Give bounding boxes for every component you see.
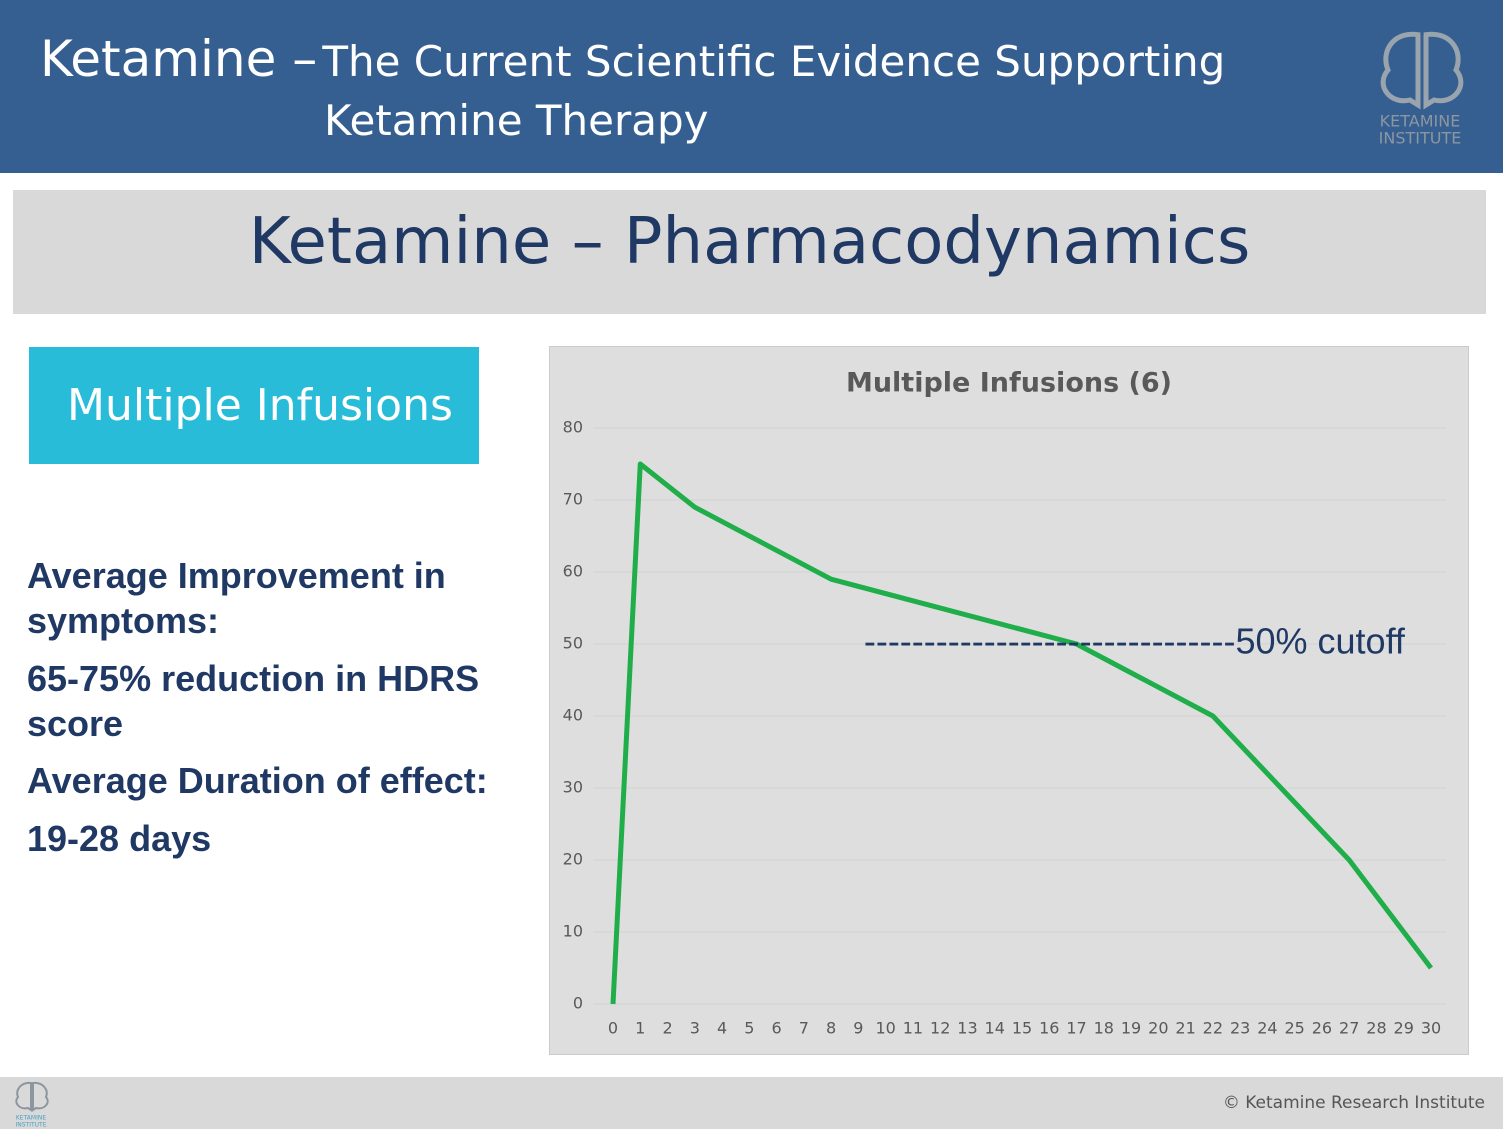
x-tick-label: 6 xyxy=(772,1019,782,1038)
x-tick-label: 19 xyxy=(1121,1019,1141,1038)
y-tick-label: 10 xyxy=(563,922,583,941)
header xyxy=(0,0,1503,173)
y-tick-label: 50 xyxy=(563,634,583,653)
x-tick-label: 22 xyxy=(1203,1019,1223,1038)
x-tick-label: 1 xyxy=(635,1019,645,1038)
title-line2: Ketamine Therapy xyxy=(324,96,709,145)
footer xyxy=(0,1077,1503,1129)
bullet: Average Improvement in symptoms: xyxy=(27,555,446,641)
bullet: 65-75% reduction in HDRS score xyxy=(27,658,480,744)
chart: Multiple Infusions (6) 01020304050607080… xyxy=(549,346,1469,1055)
title-rest: The Current Scientific Evidence Supporti… xyxy=(322,37,1226,86)
x-tick-label: 16 xyxy=(1039,1019,1059,1038)
x-tick-label: 10 xyxy=(875,1019,895,1038)
x-tick-label: 24 xyxy=(1257,1019,1277,1038)
x-tick-label: 8 xyxy=(826,1019,836,1038)
section-title: Ketamine – Pharmacodynamics xyxy=(248,205,1251,279)
section-band xyxy=(13,190,1486,314)
logo-icon xyxy=(1380,31,1464,110)
logo-text: KETAMINE xyxy=(16,1115,46,1122)
x-tick-label: 15 xyxy=(1012,1019,1032,1038)
x-tick-label: 2 xyxy=(662,1019,672,1038)
x-tick-label: 11 xyxy=(903,1019,923,1038)
x-tick-label: 13 xyxy=(957,1019,977,1038)
x-tick-label: 26 xyxy=(1312,1019,1332,1038)
x-tick-label: 20 xyxy=(1148,1019,1168,1038)
x-tick-label: 21 xyxy=(1175,1019,1195,1038)
y-tick-label: 70 xyxy=(563,490,583,509)
x-tick-label: 5 xyxy=(744,1019,754,1038)
logo-text: INSTITUTE xyxy=(1379,129,1462,148)
y-tick-label: 60 xyxy=(563,562,583,581)
x-tick-label: 0 xyxy=(608,1019,618,1038)
footer-text: © Ketamine Research Institute xyxy=(1222,1093,1485,1113)
x-tick-label: 14 xyxy=(985,1019,1005,1038)
chart-background xyxy=(549,346,1469,1055)
title-main: Ketamine – xyxy=(40,30,318,88)
y-tick-label: 80 xyxy=(563,418,583,437)
x-tick-label: 7 xyxy=(799,1019,809,1038)
x-tick-label: 25 xyxy=(1284,1019,1304,1038)
x-tick-label: 17 xyxy=(1066,1019,1086,1038)
label-box: Multiple Infusions xyxy=(29,347,479,464)
bullet: 19-28 days xyxy=(27,818,212,859)
x-tick-label: 12 xyxy=(930,1019,950,1038)
logo: KETAMINE INSTITUTE xyxy=(1379,31,1464,148)
chart-title: Multiple Infusions (6) xyxy=(846,368,1172,399)
y-tick-label: 20 xyxy=(563,850,583,869)
x-tick-label: 30 xyxy=(1421,1019,1441,1038)
x-tick-label: 3 xyxy=(690,1019,700,1038)
x-tick-label: 18 xyxy=(1094,1019,1114,1038)
y-tick-label: 30 xyxy=(563,778,583,797)
x-tick-label: 28 xyxy=(1366,1019,1386,1038)
logo-text: KETAMINE xyxy=(1380,112,1461,131)
footer-logo: KETAMINE INSTITUTE xyxy=(15,1081,49,1129)
x-tick-label: 27 xyxy=(1339,1019,1359,1038)
x-tick-label: 23 xyxy=(1230,1019,1250,1038)
data-line xyxy=(610,461,1433,1005)
bullet: Average Duration of effect: xyxy=(27,760,488,801)
y-tick-label: 0 xyxy=(573,994,583,1013)
header-title: Ketamine – The Current Scientific Eviden… xyxy=(40,30,1225,88)
x-tick-label: 4 xyxy=(717,1019,727,1038)
x-tick-label: 29 xyxy=(1394,1019,1414,1038)
logo-text: INSTITUTE xyxy=(15,1122,46,1129)
y-tick-label: 40 xyxy=(563,706,583,725)
annotation: -------------------------------50% cutof… xyxy=(864,621,1406,662)
x-tick-label: 9 xyxy=(853,1019,863,1038)
